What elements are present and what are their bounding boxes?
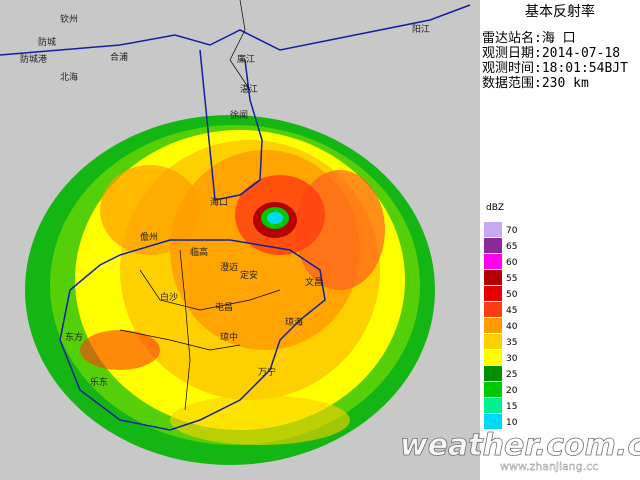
place-label: 合浦: [110, 51, 128, 63]
legend-swatch: [484, 350, 502, 365]
place-label: 文昌: [305, 276, 323, 288]
info-value: 2014-07-18: [542, 46, 620, 61]
legend-label: 45: [506, 306, 517, 316]
info-line: 数据范围:230 km: [482, 76, 589, 91]
panel-title: 基本反射率: [525, 3, 595, 20]
place-label: 琼海: [285, 316, 303, 328]
radar-echo: [25, 115, 435, 465]
info-value: 230 km: [542, 76, 589, 91]
place-label: 琼中: [220, 331, 238, 343]
legend-label: 20: [506, 386, 518, 396]
place-label: 定安: [240, 269, 258, 281]
legend-label: 55: [506, 274, 517, 284]
place-label: 廉江: [237, 53, 255, 65]
info-value: 18:01:54BJT: [542, 61, 628, 76]
place-label: 澄迈: [220, 261, 238, 273]
legend-swatch: [484, 270, 502, 285]
place-label: 防城港: [20, 53, 47, 65]
legend-label: 35: [506, 338, 517, 348]
info-key: 观测日期:: [482, 46, 542, 61]
place-label: 北海: [60, 71, 78, 83]
legend-label: 50: [506, 290, 518, 300]
place-label: 乐东: [90, 376, 108, 388]
legend-swatch: [484, 382, 502, 397]
legend-swatch: [484, 318, 502, 333]
watermark: weather.com.cn: [400, 428, 640, 463]
info-key: 数据范围:: [482, 76, 542, 91]
legend-swatch: [484, 398, 502, 413]
legend-label: 70: [506, 226, 518, 236]
legend-label: 65: [506, 242, 517, 252]
legend-swatch: [484, 334, 502, 349]
legend-swatch: [484, 254, 502, 269]
info-key: 雷达站名:: [482, 30, 542, 46]
legend-swatch: [484, 238, 502, 253]
info-panel: [480, 0, 640, 480]
info-key: 观测时间:: [482, 61, 542, 76]
place-label: 阳江: [412, 24, 430, 35]
place-label: 东方: [65, 331, 83, 343]
legend-unit: dBZ: [486, 203, 504, 213]
place-label: 儋州: [140, 231, 158, 243]
legend-label: 40: [506, 322, 518, 332]
place-label: 湛江: [240, 84, 258, 95]
legend-label: 10: [506, 418, 518, 428]
station-info: 雷达站名:海 口观测日期:2014-07-18观测时间:18:01:54BJT数…: [482, 30, 628, 91]
info-line: 观测时间:18:01:54BJT: [482, 61, 628, 76]
legend-label: 25: [506, 370, 517, 380]
place-label: 防城: [38, 36, 56, 48]
info-line: 雷达站名:海 口: [482, 30, 576, 46]
legend-label: 15: [506, 402, 517, 412]
place-label: 万宁: [258, 366, 276, 378]
legend-swatch: [484, 302, 502, 317]
place-label: 徐闻: [230, 109, 248, 121]
legend-label: 60: [506, 258, 518, 268]
info-line: 观测日期:2014-07-18: [482, 46, 620, 61]
place-label: 临高: [190, 246, 208, 258]
legend: 70 65 60 55 50 45 40 35 30 25 20 15 10: [484, 222, 518, 429]
legend-swatch: [484, 222, 502, 237]
legend-swatch: [484, 286, 502, 301]
place-label: 白沙: [160, 291, 178, 303]
borders: [0, 0, 471, 431]
legend-swatch: [484, 366, 502, 381]
place-label: 海口: [210, 196, 228, 208]
legend-label: 30: [506, 354, 518, 364]
place-label: 钦州: [60, 13, 78, 25]
watermark-sub: www.zhanjiang.cc: [500, 460, 598, 473]
legend-swatch: [484, 414, 502, 429]
info-value: 海 口: [542, 31, 576, 46]
place-label: 屯昌: [215, 301, 233, 313]
